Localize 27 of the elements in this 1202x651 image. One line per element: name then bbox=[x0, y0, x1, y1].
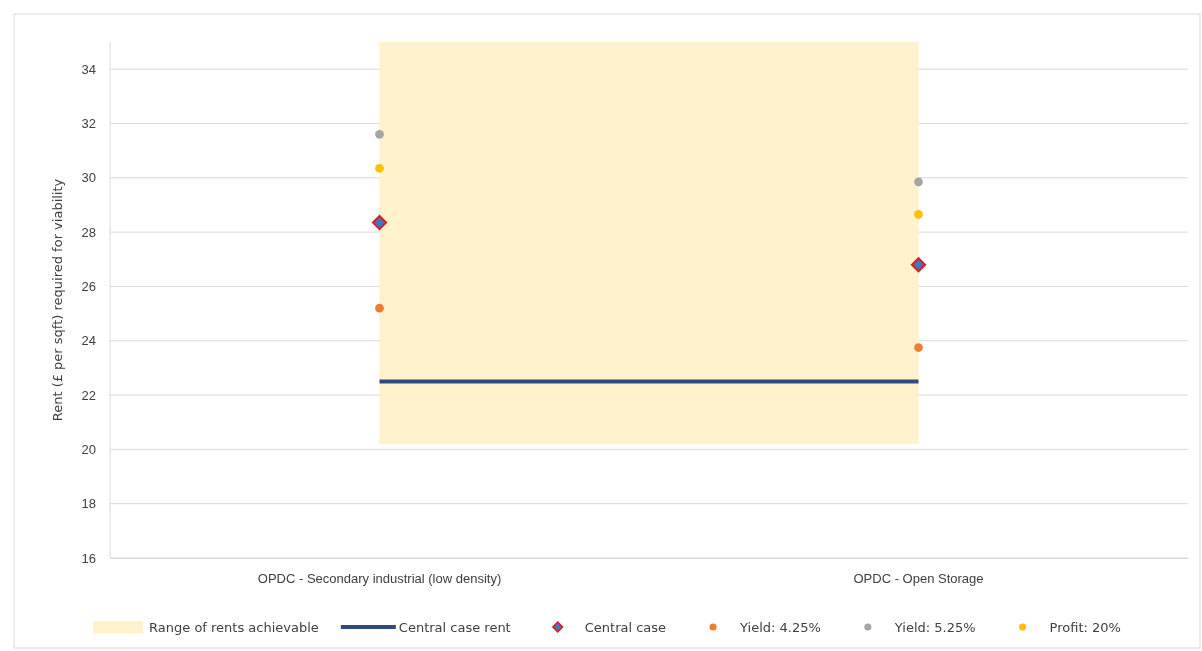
legend-label: Yield: 4.25% bbox=[739, 619, 821, 635]
y-tick-label: 20 bbox=[81, 442, 96, 458]
point bbox=[375, 129, 384, 139]
y-tick-label: 18 bbox=[81, 496, 96, 512]
y-tick-label: 30 bbox=[81, 170, 96, 186]
point bbox=[371, 215, 388, 231]
y-tick-label: 26 bbox=[81, 279, 96, 295]
point bbox=[914, 210, 923, 219]
point bbox=[375, 163, 384, 173]
y-tick-label: 34 bbox=[81, 61, 96, 77]
y-tick-label: 24 bbox=[81, 333, 96, 349]
legend-label: Central case rent bbox=[398, 619, 511, 635]
point bbox=[910, 257, 927, 273]
legend-label: Range of rents achievable bbox=[149, 619, 319, 635]
y-tick-label: 32 bbox=[81, 116, 96, 132]
y-tick-label: 28 bbox=[81, 224, 96, 240]
legend-label: Yield: 5.25% bbox=[893, 619, 976, 635]
x-tick-label: OPDC - Secondary industrial (low density) bbox=[257, 571, 502, 587]
legend-label: Central case bbox=[584, 619, 667, 635]
point bbox=[914, 177, 923, 187]
legend-label: Profit: 20% bbox=[1049, 619, 1121, 635]
point bbox=[375, 303, 384, 313]
y-tick-label: 22 bbox=[81, 387, 96, 403]
y-axis-title: Rent (£ per sqft) required for viability bbox=[50, 178, 65, 422]
x-tick-label: OPDC - Open Storage bbox=[853, 571, 984, 587]
y-tick-label: 16 bbox=[81, 550, 96, 566]
point bbox=[914, 343, 923, 352]
